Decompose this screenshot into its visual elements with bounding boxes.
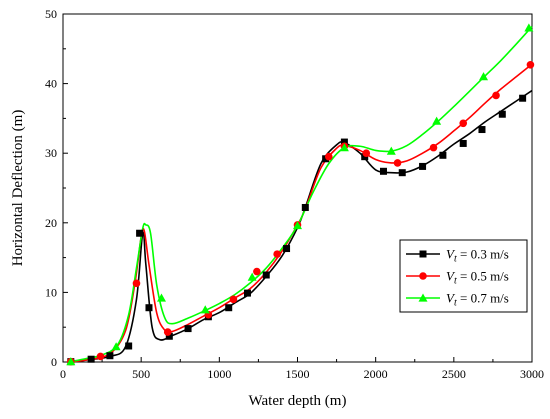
data-point-series-1 [301, 203, 309, 211]
y-tick-label: 50 [45, 7, 57, 21]
data-point-series-2 [253, 267, 261, 276]
data-point-series-1 [361, 153, 369, 161]
data-point-series-1 [106, 352, 114, 360]
y-axis-title: Horizontal Deflection (m) [10, 110, 26, 267]
data-point-series-3 [339, 143, 349, 152]
data-point-series-1 [283, 245, 291, 253]
data-point-series-3 [247, 272, 257, 281]
x-tick-label: 2500 [442, 367, 466, 381]
data-point-series-2 [362, 149, 371, 157]
data-point-series-1 [125, 342, 133, 350]
legend-label: Vt = 0.3 m/s [446, 247, 509, 265]
data-point-series-2 [96, 352, 105, 361]
data-point-series-1 [419, 162, 427, 170]
x-tick-label: 2000 [364, 367, 388, 381]
data-point-series-1 [379, 167, 387, 175]
series-markers [66, 23, 535, 366]
data-point-series-3 [524, 23, 534, 32]
legend-marker [419, 250, 427, 258]
data-point-series-2 [229, 295, 238, 304]
y-tick-label: 0 [51, 355, 57, 369]
legend-label: Vt = 0.7 m/s [446, 291, 509, 309]
data-point-series-3 [479, 72, 489, 81]
data-point-series-1 [459, 139, 467, 147]
y-tick-label: 30 [45, 146, 57, 160]
data-point-series-1 [498, 110, 506, 118]
x-axis: 0 500 1000 1500 2000 2500 3000 [60, 357, 544, 381]
y-axis: 0 10 20 30 40 50 [45, 7, 68, 369]
x-tick-label: 500 [132, 367, 150, 381]
y-tick-label: 10 [45, 285, 57, 299]
data-point-series-1 [145, 304, 153, 312]
data-point-series-2 [132, 279, 141, 288]
data-point-series-3 [386, 146, 396, 155]
data-point-series-3 [200, 305, 210, 314]
data-point-series-1 [136, 229, 144, 237]
data-point-series-1 [398, 169, 406, 177]
data-point-series-1 [478, 126, 486, 134]
y-tick-label: 20 [45, 216, 57, 230]
data-point-series-1 [439, 151, 447, 159]
legend-marker [419, 272, 427, 280]
series-line-2 [70, 63, 533, 363]
data-point-series-1 [243, 289, 251, 297]
legend-label: Vt = 0.5 m/s [446, 269, 509, 287]
data-point-series-3 [156, 293, 166, 302]
x-tick-label: 1500 [286, 367, 310, 381]
data-point-series-1 [87, 355, 95, 363]
x-axis-title: Water depth (m) [249, 393, 347, 409]
data-point-series-2 [459, 119, 468, 128]
series-line-1 [70, 89, 533, 363]
data-point-series-3 [111, 342, 121, 351]
series-line-3 [70, 25, 533, 363]
data-point-series-2 [324, 152, 333, 161]
data-point-series-2 [526, 61, 535, 69]
data-point-series-3 [66, 357, 76, 366]
x-tick-label: 3000 [520, 367, 544, 381]
data-point-series-2 [273, 250, 281, 258]
data-point-series-1 [225, 304, 233, 312]
data-point-series-1 [340, 138, 348, 146]
legend-marker [418, 293, 428, 302]
data-point-series-2 [163, 328, 172, 336]
data-point-series-1 [519, 94, 527, 102]
data-point-series-3 [432, 116, 442, 125]
data-point-series-1 [184, 325, 192, 333]
series-lines [70, 25, 533, 363]
data-point-series-2 [393, 159, 402, 167]
y-tick-label: 40 [45, 77, 57, 91]
x-tick-label: 1000 [207, 367, 231, 381]
data-point-series-1 [262, 271, 270, 279]
data-point-series-1 [165, 332, 173, 340]
data-point-series-2 [429, 143, 438, 152]
data-point-series-3 [293, 221, 302, 230]
data-point-series-2 [492, 91, 500, 100]
x-tick-label: 0 [60, 367, 66, 381]
legend: Vt = 0.3 m/s Vt = 0.5 m/s Vt = 0.7 m/s [399, 239, 528, 313]
